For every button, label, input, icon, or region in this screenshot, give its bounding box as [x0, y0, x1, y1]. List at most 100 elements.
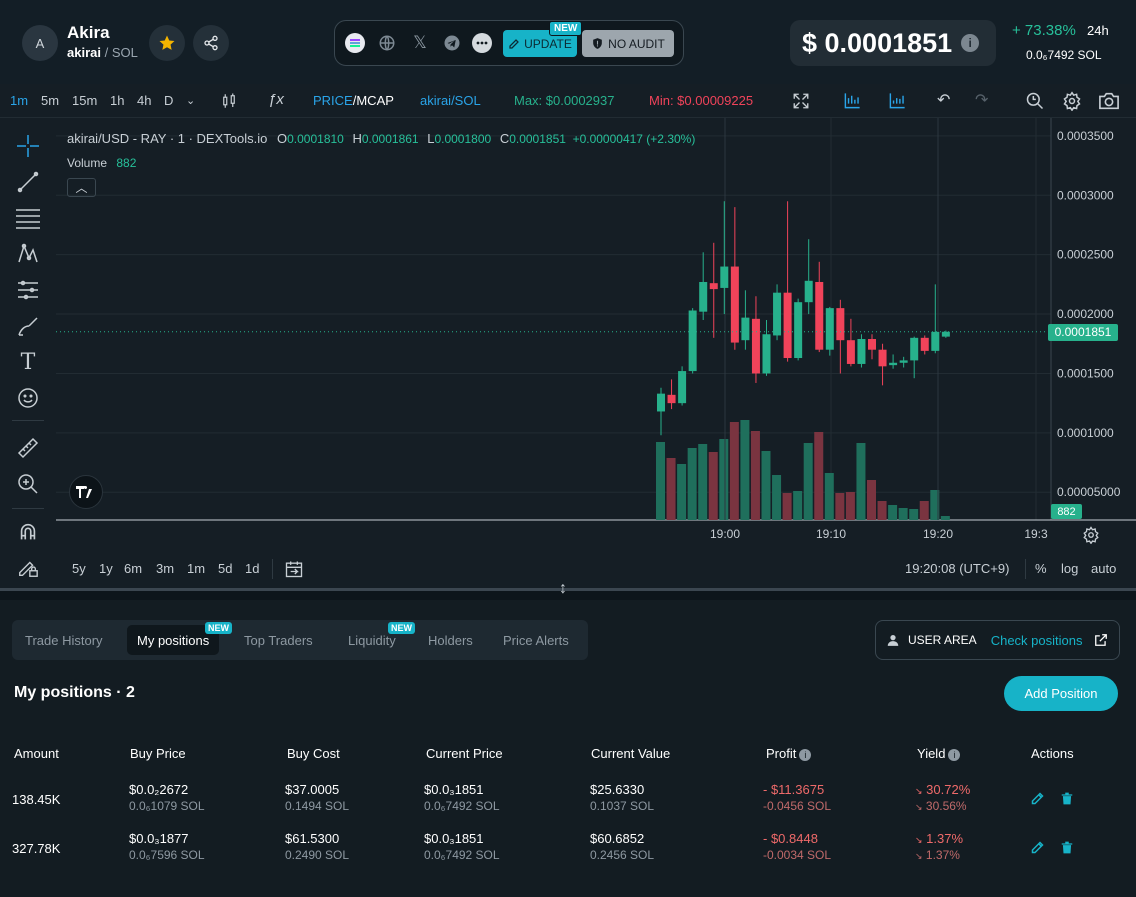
tab-label: My positions — [137, 632, 210, 648]
crosshair-icon[interactable] — [14, 132, 42, 160]
check-positions-link[interactable]: Check positions — [990, 632, 1083, 648]
info-icon[interactable]: i — [799, 748, 812, 761]
pattern-icon[interactable] — [14, 240, 42, 268]
y-tick-label: 0.0002500 — [1057, 248, 1114, 262]
tab-label: Liquidity — [348, 632, 396, 648]
solana-icon[interactable] — [344, 32, 366, 54]
tradingview-logo[interactable] — [69, 475, 103, 509]
change-period: 24h — [1087, 23, 1109, 38]
undo-icon[interactable]: ↶ — [937, 92, 951, 109]
tab-price-alerts[interactable]: Price Alerts — [493, 625, 579, 655]
camera-icon[interactable] — [1098, 91, 1120, 111]
indicators-icon[interactable]: ƒx — [268, 91, 284, 108]
range-divider — [1025, 559, 1026, 579]
yield-cell: ↘ 1.37% — [915, 831, 963, 846]
add-position-button[interactable]: Add Position — [1004, 676, 1118, 711]
info-icon[interactable]: i — [948, 748, 961, 761]
volume-value: 882 — [116, 156, 137, 170]
tab-my-positions[interactable]: My positions NEW — [127, 622, 232, 655]
resize-vertical-icon[interactable]: ↕ — [559, 580, 567, 597]
price-mcap-toggle[interactable]: PRICE/MCAP — [313, 93, 394, 108]
collapse-legend-button[interactable]: ︿ — [67, 178, 96, 197]
col-profit: Profit i — [766, 746, 812, 761]
chevron-down-icon[interactable]: ⌄ — [186, 95, 196, 107]
price-chart[interactable]: 0.0003500 0.0003000 0.0002500 0.0002000 0.00… — [56, 118, 1136, 588]
candle-body — [941, 331, 950, 337]
ohlc-l-label: L — [427, 131, 435, 146]
interval-15m[interactable]: 15m — [72, 93, 98, 108]
amount-cell: 327.78K — [12, 841, 61, 856]
more-icon[interactable] — [471, 32, 493, 54]
fib-lines-icon[interactable] — [14, 204, 42, 232]
edit-icon — [509, 38, 519, 49]
magnet-icon[interactable] — [14, 518, 42, 546]
price-change: + 73.38% — [1012, 22, 1076, 39]
emoji-icon[interactable] — [14, 384, 42, 412]
tab-holders[interactable]: Holders — [418, 625, 483, 655]
range-3m[interactable]: 3m — [156, 561, 175, 576]
edit-icon[interactable] — [1030, 791, 1045, 806]
yield-sol: ↘ 1.37% — [915, 848, 960, 862]
go-to-date-icon[interactable] — [284, 559, 304, 579]
ruler-icon[interactable] — [14, 434, 42, 462]
trades-chart-icon[interactable] — [843, 91, 862, 110]
x-twitter-icon[interactable]: 𝕏 — [413, 33, 427, 52]
range-5y[interactable]: 5y — [72, 561, 86, 576]
volume-bar — [909, 509, 919, 520]
zoom-in-icon[interactable] — [14, 470, 42, 498]
yield-sol: ↘ 30.56% — [915, 799, 967, 813]
token-name: Akira — [67, 23, 110, 42]
candle-type-icon[interactable] — [220, 92, 238, 110]
gear-icon[interactable] — [1062, 91, 1082, 111]
range-1m[interactable]: 1m — [187, 561, 206, 576]
token-header: A Akira akirai / SOL 𝕏 UPDATE — [0, 0, 1136, 84]
text-icon[interactable]: T — [20, 349, 36, 375]
interval-d[interactable]: D — [164, 93, 174, 108]
no-audit-button[interactable]: NO AUDIT — [582, 30, 674, 57]
auto-toggle[interactable]: auto — [1091, 561, 1117, 576]
forecast-icon[interactable] — [14, 276, 42, 304]
ohlc-o-value: 0.0001810 — [287, 132, 344, 146]
tab-trade-history[interactable]: Trade History — [15, 625, 113, 655]
external-link-icon[interactable] — [1094, 633, 1108, 647]
tab-liquidity[interactable]: Liquidity NEW — [338, 622, 415, 655]
positions-title: My positions · 2 — [14, 684, 135, 701]
range-1y[interactable]: 1y — [99, 561, 113, 576]
brush-icon[interactable] — [14, 312, 42, 340]
globe-icon[interactable] — [376, 32, 398, 54]
range-6m[interactable]: 6m — [124, 561, 143, 576]
share-button[interactable] — [193, 25, 229, 61]
chart-toolbar: 1m 5m 15m 1h 4h D ⌄ ƒx PRICE/MCAP akirai… — [0, 84, 1136, 118]
tab-label: Holders — [428, 632, 473, 648]
favorite-button[interactable] — [149, 25, 185, 61]
ohlc-l-value: 0.0001800 — [434, 132, 492, 146]
interval-1m[interactable]: 1m — [10, 93, 29, 108]
tab-top-traders[interactable]: Top Traders — [234, 625, 323, 655]
panel-splitter[interactable]: ↕ — [0, 580, 1136, 600]
range-1d[interactable]: 1d — [245, 561, 260, 576]
interval-1h[interactable]: 1h — [110, 93, 125, 108]
splitter-bar[interactable] — [0, 588, 1136, 591]
chart-canvas[interactable]: 0.0003500 0.0003000 0.0002500 0.0002000 0.00… — [56, 118, 1136, 588]
fullscreen-icon[interactable] — [792, 92, 810, 110]
redo-icon[interactable]: ↷ — [975, 92, 989, 109]
trash-icon[interactable] — [1060, 791, 1074, 806]
buy-cost-sol: 0.1494 SOL — [285, 799, 350, 813]
range-5d[interactable]: 5d — [218, 561, 233, 576]
trash-icon[interactable] — [1060, 840, 1074, 855]
interval-5m[interactable]: 5m — [41, 93, 60, 108]
current-value-cell: $25.6330 — [590, 782, 645, 797]
search-icon[interactable] — [1025, 91, 1045, 111]
pair-toggle[interactable]: akirai/SOL — [420, 93, 481, 108]
info-icon[interactable]: i — [961, 34, 980, 52]
trend-line-icon[interactable] — [14, 168, 42, 196]
telegram-icon[interactable] — [441, 32, 463, 54]
interval-4h[interactable]: 4h — [137, 93, 152, 108]
x-tick-label: 19:20 — [923, 527, 953, 541]
volume-chart-icon[interactable] — [888, 91, 907, 110]
edit-icon[interactable] — [1030, 840, 1045, 855]
percent-toggle[interactable]: % — [1035, 561, 1047, 576]
log-toggle[interactable]: log — [1061, 561, 1079, 576]
chart-settings-icon[interactable] — [1082, 526, 1100, 544]
lock-drawing-icon[interactable] — [14, 554, 42, 582]
